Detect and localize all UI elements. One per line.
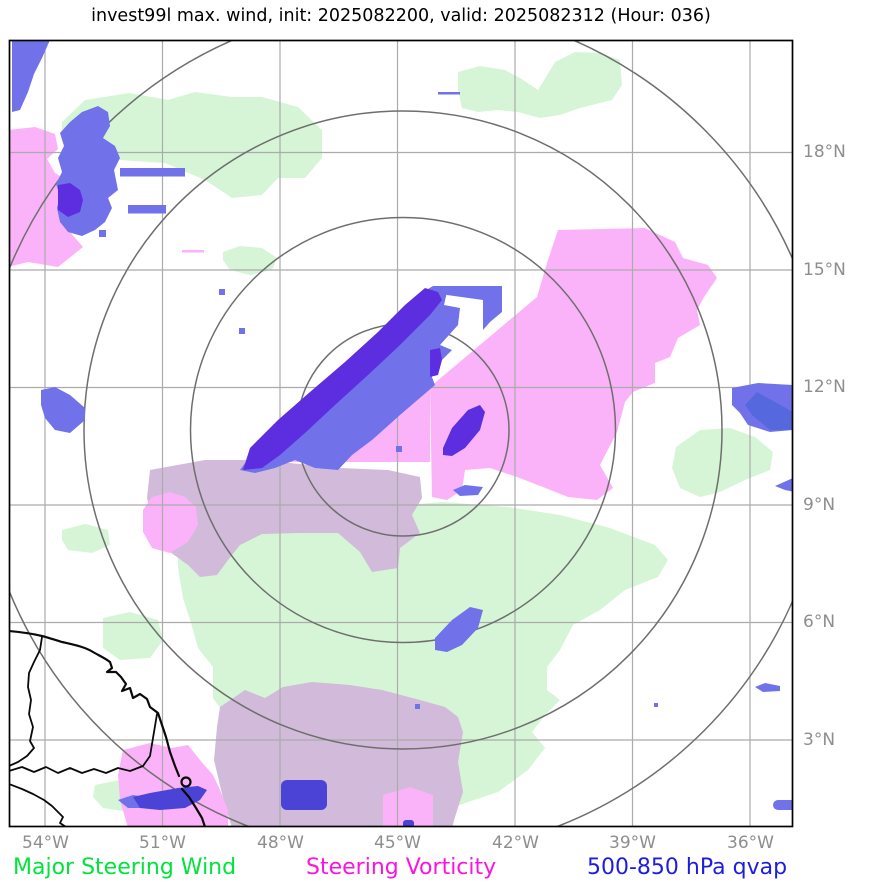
- lon-label-39w: 39°W: [609, 833, 656, 853]
- lat-label-12n: 12°N: [803, 377, 846, 397]
- vorticity-qvap-overlap: [58, 183, 793, 827]
- lat-label-6n: 6°N: [803, 612, 836, 632]
- lon-label-48w: 48°W: [257, 833, 304, 853]
- lon-label-36w: 36°W: [727, 833, 774, 853]
- lon-label-45w: 45°W: [374, 833, 421, 853]
- lon-label-54w: 54°W: [22, 833, 69, 853]
- legend: Major Steering Wind Steering Vorticity 5…: [0, 855, 873, 885]
- map-frame: [8, 39, 794, 828]
- coastline: [9, 629, 206, 827]
- legend-qvap: 500-850 hPa qvap: [587, 855, 788, 880]
- lat-label-15n: 15°N: [803, 260, 846, 280]
- legend-steering-wind: Major Steering Wind: [13, 855, 237, 880]
- lon-label-51w: 51°W: [139, 833, 186, 853]
- lat-label-9n: 9°N: [803, 495, 836, 515]
- lon-label-42w: 42°W: [492, 833, 539, 853]
- page-title: invest99l max. wind, init: 2025082200, v…: [91, 6, 711, 26]
- lat-label-18n: 18°N: [803, 142, 846, 162]
- legend-steering-vorticity: Steering Vorticity: [306, 855, 497, 880]
- lat-label-3n: 3°N: [803, 730, 836, 750]
